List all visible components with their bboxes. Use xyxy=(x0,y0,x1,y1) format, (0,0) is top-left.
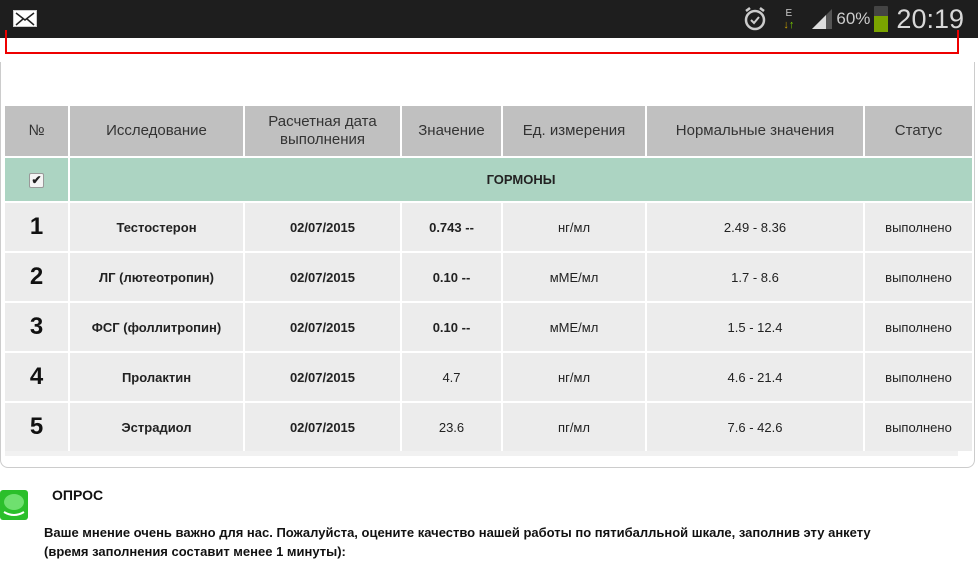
normal-range: 2.49 - 8.36 xyxy=(647,203,863,251)
header-range: Нормальные значения xyxy=(647,106,863,156)
normal-range: 7.6 - 42.6 xyxy=(647,403,863,451)
test-status: выполнено xyxy=(865,403,972,451)
test-name: Пролактин xyxy=(70,353,243,401)
test-value: 0.743 -- xyxy=(402,203,501,251)
test-unit: мМЕ/мл xyxy=(503,303,645,351)
normal-range: 1.5 - 12.4 xyxy=(647,303,863,351)
row-number: 5 xyxy=(5,403,68,451)
test-date: 02/07/2015 xyxy=(245,203,400,251)
poll-text: Ваше мнение очень важно для нас. Пожалуй… xyxy=(44,525,871,559)
row-number: 1 xyxy=(5,203,68,251)
results-table: № Исследование Расчетная дата выполнения… xyxy=(3,104,974,453)
test-status: выполнено xyxy=(865,353,972,401)
alarm-icon xyxy=(745,7,766,31)
test-value: 0.10 -- xyxy=(402,303,501,351)
header-value: Значение xyxy=(402,106,501,156)
test-date: 02/07/2015 xyxy=(245,253,400,301)
header-date: Расчетная дата выполнения xyxy=(245,106,400,156)
data-transfer-icon: E ↓↑ xyxy=(783,7,795,31)
header-test: Исследование xyxy=(70,106,243,156)
normal-range: 4.6 - 21.4 xyxy=(647,353,863,401)
poll-title: ОПРОС xyxy=(52,487,104,503)
header-unit: Ед. измерения xyxy=(503,106,645,156)
row-number: 2 xyxy=(5,253,68,301)
poll-chat-icon xyxy=(0,490,28,520)
table-footer-strip xyxy=(5,451,958,456)
clock: 20:19 xyxy=(896,3,964,34)
test-unit: пг/мл xyxy=(503,403,645,451)
group-label: ГОРМОНЫ xyxy=(70,158,972,201)
test-date: 02/07/2015 xyxy=(245,303,400,351)
test-unit: нг/мл xyxy=(503,353,645,401)
header-number: № xyxy=(5,106,68,156)
test-name: Тестостерон xyxy=(70,203,243,251)
test-value: 23.6 xyxy=(402,403,501,451)
header-status: Статус xyxy=(865,106,972,156)
mail-icon xyxy=(13,10,37,27)
battery-percent: 60% xyxy=(836,9,871,28)
group-checkbox-cell[interactable]: ✔ xyxy=(5,158,68,201)
test-date: 02/07/2015 xyxy=(245,353,400,401)
table-row: 3 ФСГ (фоллитропин) 02/07/2015 0.10 -- мМЕ/м… xyxy=(5,303,972,351)
signal-icon xyxy=(812,9,833,29)
test-status: выполнено xyxy=(865,203,972,251)
test-name: ФСГ (фоллитропин) xyxy=(70,303,243,351)
row-number: 3 xyxy=(5,303,68,351)
group-row-hormones: ✔ ГОРМОНЫ xyxy=(5,158,972,201)
test-value: 0.10 -- xyxy=(402,253,501,301)
normal-range: 1.7 - 8.6 xyxy=(647,253,863,301)
battery-icon xyxy=(874,6,889,32)
test-name: Эстрадиол xyxy=(70,403,243,451)
status-bar: E ↓↑ 60% 20:19 xyxy=(0,0,978,38)
row-number: 4 xyxy=(5,353,68,401)
test-unit: мМЕ/мл xyxy=(503,253,645,301)
table-row: 5 Эстрадиол 02/07/2015 23.6 пг/мл 7.6 - 42.6 в… xyxy=(5,403,972,451)
table-row: 4 Пролактин 02/07/2015 4.7 нг/мл 4.6 - 21.4 вы… xyxy=(5,353,972,401)
table-row: 1 Тестостерон 02/07/2015 0.743 -- нг/мл 2.49 … xyxy=(5,203,972,251)
table-row: 2 ЛГ (лютеотропин) 02/07/2015 0.10 -- мМЕ/мл… xyxy=(5,253,972,301)
network-type: E xyxy=(785,7,793,19)
test-status: выполнено xyxy=(865,303,972,351)
test-status: выполнено xyxy=(865,253,972,301)
test-value: 4.7 xyxy=(402,353,501,401)
results-card xyxy=(0,62,975,468)
test-date: 02/07/2015 xyxy=(245,403,400,451)
test-name: ЛГ (лютеотропин) xyxy=(70,253,243,301)
test-unit: нг/мл xyxy=(503,203,645,251)
alert-box xyxy=(5,30,959,54)
group-checkbox[interactable]: ✔ xyxy=(29,172,44,188)
table-header-row: № Исследование Расчетная дата выполнения… xyxy=(5,106,972,156)
